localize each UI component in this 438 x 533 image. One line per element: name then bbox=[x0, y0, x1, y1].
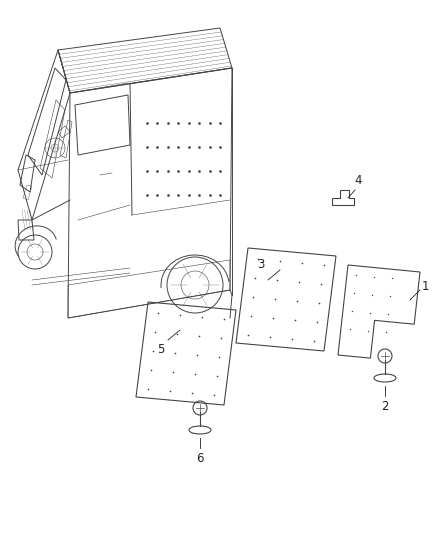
Text: 6: 6 bbox=[196, 452, 204, 465]
Text: 1: 1 bbox=[422, 280, 430, 294]
Text: 2: 2 bbox=[381, 400, 389, 413]
Text: 3: 3 bbox=[258, 259, 265, 271]
Text: 5: 5 bbox=[158, 343, 165, 356]
Text: 4: 4 bbox=[354, 174, 362, 187]
